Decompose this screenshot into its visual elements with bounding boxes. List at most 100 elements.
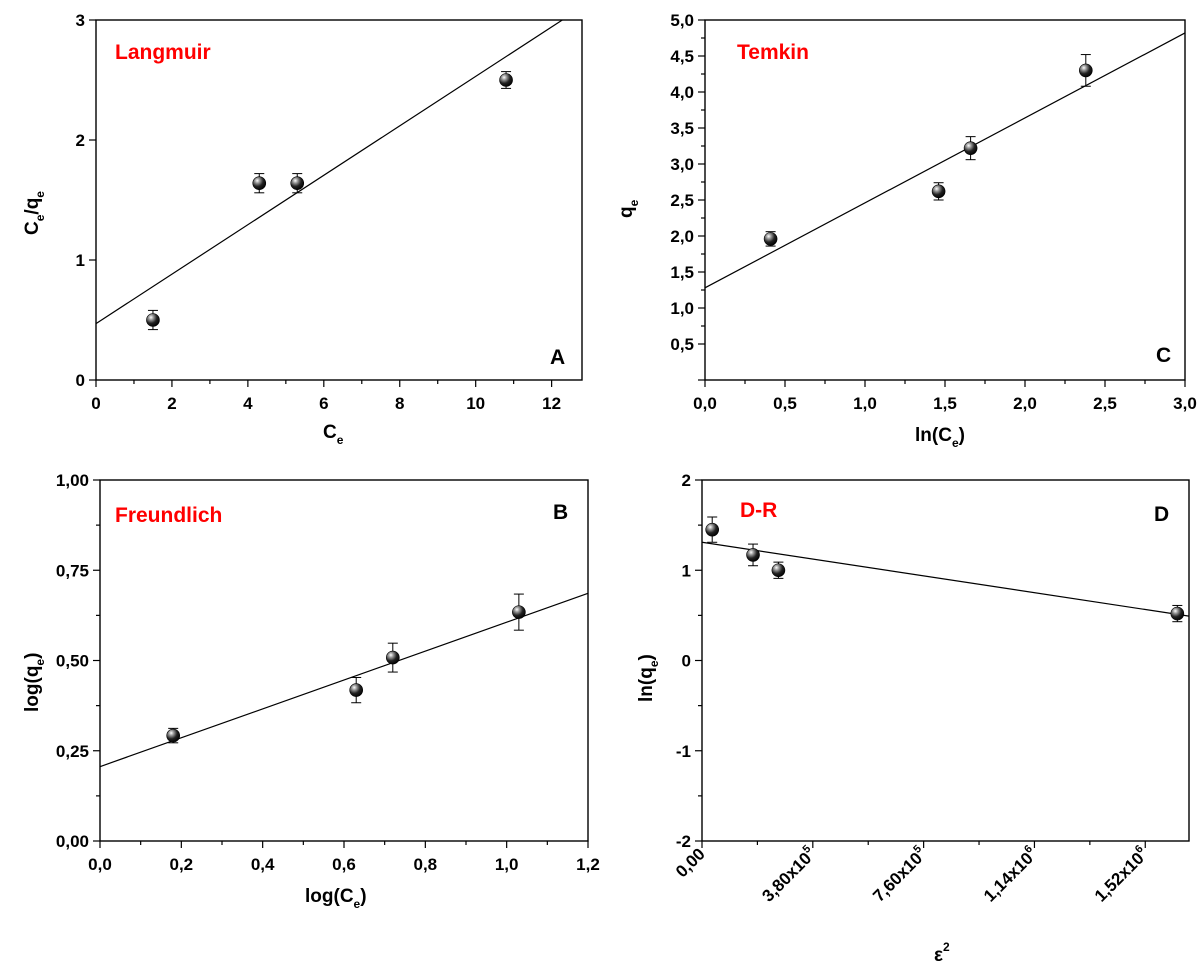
langmuir-data-point <box>499 73 513 87</box>
temkin-y-tick-label: 4,5 <box>670 47 694 66</box>
dr-title: D-R <box>740 499 777 522</box>
temkin-x-tick-label: 3,0 <box>1173 394 1197 413</box>
dr-y-axis-title: ln(qe) <box>636 654 661 702</box>
freundlich-title: Freundlich <box>115 504 222 527</box>
dr-data-point <box>1170 606 1185 621</box>
langmuir-data-point <box>146 313 160 327</box>
dr-data-point <box>771 563 786 578</box>
dr-x-axis-title: ε2 <box>934 940 950 963</box>
dr-plot-frame <box>701 479 1190 842</box>
temkin-y-tick-label: 2,5 <box>670 191 694 210</box>
temkin-data-point <box>763 232 778 246</box>
freundlich-y-tick-label: 0,00 <box>56 832 89 851</box>
freundlich-y-axis-title: log(qe) <box>22 653 47 712</box>
dr-y-tick-label: 0 <box>682 652 691 671</box>
langmuir-x-axis-title: Ce <box>323 422 344 447</box>
dr-y-tick-label: -1 <box>676 742 691 761</box>
temkin-x-axis: 0,0 0,5 1,0 1,5 2,0 2,5 3,0 <box>693 380 1197 413</box>
langmuir-y-axis-title: Ce/qe <box>22 191 47 235</box>
dr-data-point <box>705 522 720 537</box>
langmuir-x-tick-label: 2 <box>167 394 176 413</box>
dr-x-tick-label: 7,60x105 <box>868 843 931 906</box>
langmuir-x-tick-label: 6 <box>319 394 328 413</box>
langmuir-y-axis: 0 1 2 3 <box>76 11 96 390</box>
temkin-y-tick-label: 5,0 <box>670 11 694 30</box>
freundlich-data-point <box>166 728 180 743</box>
temkin-y-tick-label: 4,0 <box>670 83 694 102</box>
temkin-y-tick-label: 3,5 <box>670 119 694 138</box>
temkin-y-axis-title: qe <box>616 199 641 218</box>
temkin-data-point <box>931 184 946 199</box>
freundlich-plot-frame <box>99 479 589 842</box>
langmuir-x-tick-label: 10 <box>466 394 485 413</box>
freundlich-x-tick-label: 0,6 <box>332 855 356 874</box>
langmuir-y-tick-label: 0 <box>76 371 85 390</box>
temkin-y-tick-label: 1,0 <box>670 299 694 318</box>
temkin-y-tick-label: 1,5 <box>670 263 694 282</box>
temkin-x-tick-label: 2,5 <box>1093 394 1117 413</box>
temkin-plot-frame <box>704 19 1186 381</box>
langmuir-y-tick-label: 1 <box>76 251 85 270</box>
freundlich-data-point <box>385 650 400 665</box>
freundlich-y-tick-label: 1,00 <box>56 471 89 490</box>
langmuir-x-tick-label: 4 <box>243 394 253 413</box>
dr-x-tick-label: 3,80x105 <box>757 843 820 906</box>
langmuir-x-axis: 0 2 4 6 8 10 12 <box>91 380 561 413</box>
langmuir-data <box>95 19 563 331</box>
freundlich-x-tick-label: 0,2 <box>170 855 194 874</box>
dr-y-tick-label: -2 <box>676 832 691 851</box>
dr-y-axis: -2 -1 0 1 2 <box>676 471 702 851</box>
freundlich-y-tick-label: 0,75 <box>56 561 89 580</box>
temkin-data-point <box>963 141 978 155</box>
temkin-x-tick-label: 0,5 <box>773 394 797 413</box>
temkin-data <box>704 32 1186 289</box>
dr-y-tick-label: 1 <box>682 561 691 580</box>
freundlich-x-tick-label: 0,8 <box>414 855 438 874</box>
temkin-y-tick-label: 2,0 <box>670 227 694 246</box>
langmuir-title: Langmuir <box>115 41 211 64</box>
freundlich-x-axis-title: log(Ce) <box>305 886 367 911</box>
temkin-y-axis: 0,5 1,0 1,5 2,0 2,5 3,0 3,5 4,0 4,5 5,0 <box>670 11 705 381</box>
langmuir-data-point <box>252 176 267 190</box>
panel-letter-a: A <box>550 346 565 369</box>
freundlich-x-tick-label: 0,0 <box>88 855 112 874</box>
langmuir-y-tick-label: 2 <box>76 131 85 150</box>
freundlich-y-tick-label: 0,50 <box>56 652 89 671</box>
dr-panel: 0,00 3,80x105 7,60x105 1,14x106 1,52x106 -2-… <box>636 471 1190 963</box>
dr-x-axis: 0,00 3,80x105 7,60x105 1,14x106 1,52x106 <box>672 841 1152 906</box>
freundlich-data-point <box>512 605 526 619</box>
temkin-fit-line <box>704 32 1186 289</box>
temkin-x-tick-label: 1,0 <box>853 394 877 413</box>
freundlich-data <box>99 592 589 768</box>
freundlich-data-point <box>349 683 364 697</box>
temkin-x-tick-label: 2,0 <box>1013 394 1037 413</box>
dr-x-tick-label: 1,52x106 <box>1089 843 1152 906</box>
langmuir-plot-frame <box>95 19 583 381</box>
temkin-panel: 0,0 0,5 1,0 1,5 2,0 2,5 3,0 0,5 1,0 1,5 2,0 2,5 3,0… <box>616 11 1197 450</box>
dr-data <box>701 516 1190 623</box>
temkin-x-tick-label: 1,5 <box>933 394 957 413</box>
langmuir-data-point <box>290 176 305 190</box>
temkin-data-point <box>1079 63 1093 78</box>
temkin-title: Temkin <box>737 41 809 64</box>
temkin-x-axis-title: ln(Ce) <box>915 425 965 450</box>
langmuir-y-tick-label: 3 <box>76 11 85 30</box>
panel-letter-c: C <box>1156 344 1171 367</box>
dr-data-point <box>746 548 760 562</box>
dr-fit-line <box>701 541 1190 617</box>
freundlich-x-tick-label: 1,2 <box>576 855 600 874</box>
dr-x-tick-label: 1,14x106 <box>979 843 1042 906</box>
temkin-y-tick-label: 0,5 <box>670 335 694 354</box>
temkin-y-tick-label: 3,0 <box>670 155 694 174</box>
freundlich-x-tick-label: 0,4 <box>251 855 275 874</box>
freundlich-y-axis: 0,00 0,25 0,50 0,75 1,00 <box>56 471 100 851</box>
freundlich-y-tick-label: 0,25 <box>56 742 89 761</box>
freundlich-x-axis: 0,0 0,2 0,4 0,6 0,8 1,0 1,2 <box>88 841 600 874</box>
langmuir-x-tick-label: 0 <box>91 394 100 413</box>
langmuir-fit-line <box>95 19 563 325</box>
dr-y-tick-label: 2 <box>682 471 691 490</box>
panel-letter-b: B <box>553 501 568 524</box>
panel-letter-d: D <box>1154 503 1169 526</box>
